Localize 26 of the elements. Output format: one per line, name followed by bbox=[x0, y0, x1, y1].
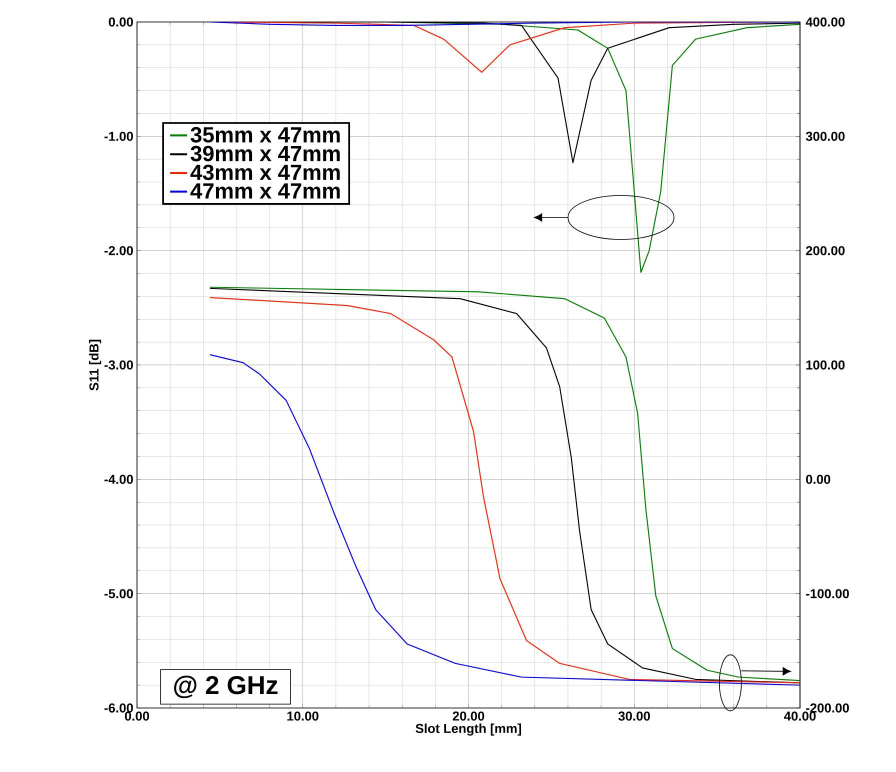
y-tick-label: 0.00 bbox=[108, 17, 133, 27]
legend-label: 39mm x 47mm bbox=[190, 146, 340, 162]
x-tick-label: 20.00 bbox=[452, 712, 484, 721]
y-tick-label: -1.00 bbox=[104, 132, 133, 141]
y-tick-label: -3.00 bbox=[104, 360, 133, 370]
legend-label: 43mm x 47mm bbox=[190, 164, 340, 180]
x-axis-title: Slot Length [mm] bbox=[416, 724, 522, 736]
x-tick-label: 10.00 bbox=[287, 712, 318, 721]
y2-tick-label: 400.00 bbox=[806, 17, 845, 27]
annotation: @ 2 GHz bbox=[174, 676, 278, 698]
y-tick-label: -6.00 bbox=[104, 703, 133, 713]
legend-label: 47mm x 47mm bbox=[190, 183, 340, 198]
y2-tick-label: 100.00 bbox=[806, 360, 845, 370]
y-tick-label: -4.00 bbox=[104, 474, 133, 484]
y-tick-label: -2.00 bbox=[104, 246, 133, 256]
y2-tick-label: 200.00 bbox=[806, 246, 845, 256]
y-axis-title: S11 [dB] bbox=[89, 340, 102, 391]
y-tick-label: -5.00 bbox=[104, 589, 133, 598]
legend-label: 35mm x 47mm bbox=[190, 127, 340, 143]
y2-tick-label: -200.00 bbox=[806, 703, 849, 713]
y2-tick-label: 300.00 bbox=[806, 132, 845, 141]
x-tick-label: 40.00 bbox=[784, 712, 816, 721]
y2-tick-label: -100.00 bbox=[806, 589, 849, 598]
y2-tick-label: 0.00 bbox=[806, 474, 830, 484]
x-tick-label: 30.00 bbox=[618, 712, 650, 721]
x-tick-label: 0.00 bbox=[124, 712, 150, 721]
